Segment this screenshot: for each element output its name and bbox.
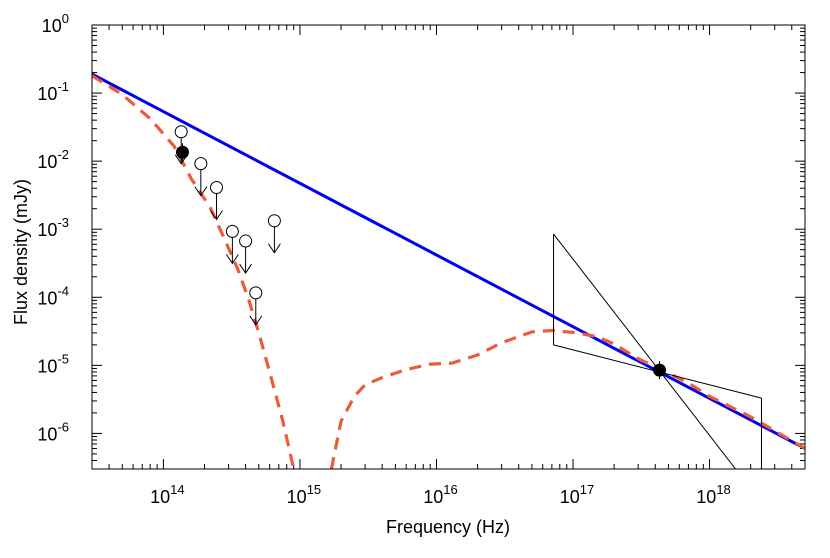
x-tick-label: 1017 [560,482,595,507]
bowtie-steep-line [553,233,736,469]
detection-point [653,363,667,377]
x-tick-label: 1016 [423,482,458,507]
y-tick-label: 10-4 [37,283,69,308]
axis-ticks [91,24,806,470]
x-tick-label: 1018 [696,482,731,507]
y-tick-label: 10-6 [37,419,69,444]
upper-limit-arrow-head [210,210,223,221]
plot-frame [91,24,806,470]
y-axis-label: Flux density (mJy) [11,179,31,325]
x-tick-label: 1015 [287,482,322,507]
y-tick-label: 10-1 [37,79,69,104]
upper-limit-arrow-head [239,263,253,274]
power-law-line [92,72,805,450]
y-tick-label: 10-5 [37,351,69,376]
detection-point [175,145,189,159]
model-curve-dashed [92,74,805,469]
y-tick-label: 10-3 [37,215,69,240]
plot-area [92,72,805,469]
tick-labels: 1014 1015 1016 1017 1018 100 10-1 10-2 10-3 10-4 1… [37,11,730,507]
upper-limit-arrow-head [225,254,239,265]
y-tick-label: 10-2 [37,147,69,172]
x-axis-label: Frequency (Hz) [386,517,510,537]
y-tick-label: 100 [42,11,69,36]
x-tick-label: 1014 [150,482,185,507]
upper-limit-arrow-head [267,243,281,254]
upper-limit-arrow-head [249,315,263,326]
upper-limit-arrow-head [194,186,208,197]
